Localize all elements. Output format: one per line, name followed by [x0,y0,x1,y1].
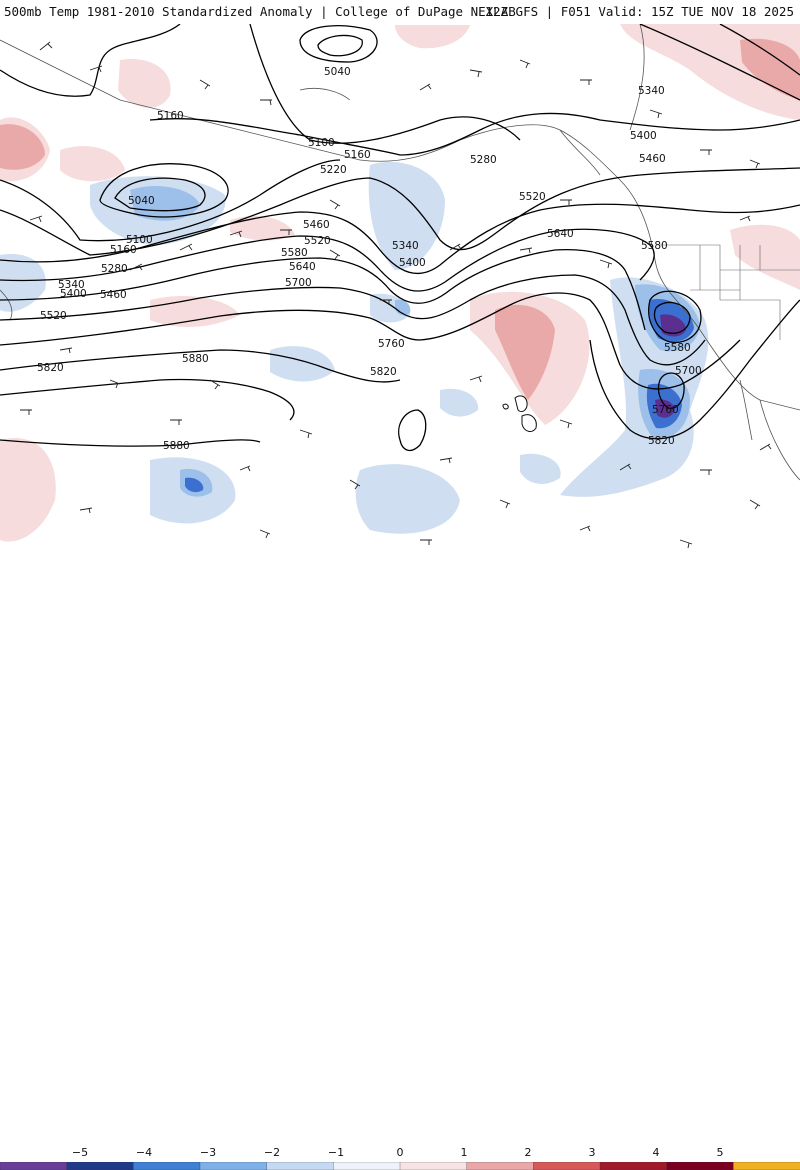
contour-label: 5640 [289,261,316,273]
contour-label: 5160 [157,110,184,122]
contour-label: 5640 [547,228,574,240]
model-valid-time: 12Z GFS | F051 Valid: 15Z TUE NOV 18 202… [485,4,794,19]
cold-anomaly-extreme [655,314,686,418]
contour-label: 5520 [519,191,546,203]
contour-label: 5340 [392,240,419,252]
colorbar-swatch [199,1162,268,1170]
colorbar-swatch [666,1162,735,1170]
contour-label: 5760 [652,404,679,416]
contour-label: 5460 [100,289,127,301]
contour-label: 5400 [399,257,426,269]
contour-label: 5700 [675,365,702,377]
contour-label: 5040 [324,66,351,78]
contour-label: 5580 [281,247,308,259]
colorbar [0,1162,800,1170]
contour-label: 5820 [370,366,397,378]
cold-anomaly-shading [0,161,709,534]
contour-label: 5100 [126,234,153,246]
warm-anomaly-medium [0,38,800,400]
contour-label: 5220 [320,164,347,176]
colorbar-tick: −1 [327,1146,345,1159]
contour-label: 5880 [163,440,190,452]
height-contours [0,24,800,452]
contour-label: 5580 [641,240,668,252]
colorbar-ticks: −5 −4 −3 −2 −1 0 1 2 3 4 5 [0,1146,800,1160]
colorbar-tick: 0 [396,1146,404,1159]
colorbar-legend: −5 −4 −3 −2 −1 0 1 2 3 4 5 [0,572,800,1170]
hawaii-islands [502,395,537,432]
colorbar-tick: 1 [460,1146,468,1159]
colorbar-tick: −5 [71,1146,89,1159]
contour-label: 5460 [639,153,666,165]
contour-label: 5760 [378,338,405,350]
colorbar-swatch [533,1162,601,1170]
contour-label: 5580 [664,342,691,354]
contour-label: 5460 [303,219,330,231]
colorbar-swatch [599,1162,668,1170]
colorbar-tick: 2 [524,1146,532,1159]
map-title: 500mb Temp 1981-2010 Standardized Anomal… [4,4,516,19]
contour-label: 5400 [630,130,657,142]
contour-label: 5520 [304,235,331,247]
colorbar-tick: 5 [716,1146,724,1159]
colorbar-swatch [266,1162,335,1170]
colorbar-swatch [0,1162,68,1170]
contour-label: 5160 [344,149,371,161]
contour-label: 5700 [285,277,312,289]
contour-label: 5280 [101,263,128,275]
contour-label: 5340 [638,85,665,97]
contour-label: 5040 [128,195,155,207]
colorbar-tick: 4 [652,1146,660,1159]
colorbar-tick: 3 [588,1146,596,1159]
contour-label: 5820 [648,435,675,447]
contour-label: 5160 [110,244,137,256]
contour-label: 5400 [60,288,87,300]
contour-labels: 5040 5040 5100 5100 5160 5160 5160 5220 … [37,66,702,452]
colorbar-swatch [399,1162,468,1170]
contour-label: 5100 [308,137,335,149]
contour-label: 5880 [182,353,209,365]
colorbar-swatch [733,1162,800,1170]
contour-label: 5820 [37,362,64,374]
colorbar-tick: −4 [135,1146,153,1159]
colorbar-swatch [333,1162,401,1170]
wind-barbs [20,41,772,549]
colorbar-swatch [466,1162,535,1170]
state-borders [660,244,800,340]
colorbar-swatch [66,1162,135,1170]
coastlines [0,24,800,481]
colorbar-tick: −2 [263,1146,281,1159]
map-header: 500mb Temp 1981-2010 Standardized Anomal… [0,0,800,24]
weather-map: 5040 5040 5100 5100 5160 5160 5160 5220 … [0,24,800,549]
colorbar-tick: −3 [199,1146,217,1159]
contour-label: 5280 [470,154,497,166]
contour-label: 5340 [58,279,85,291]
contour-label: 5520 [40,310,67,322]
colorbar-swatch [133,1162,201,1170]
